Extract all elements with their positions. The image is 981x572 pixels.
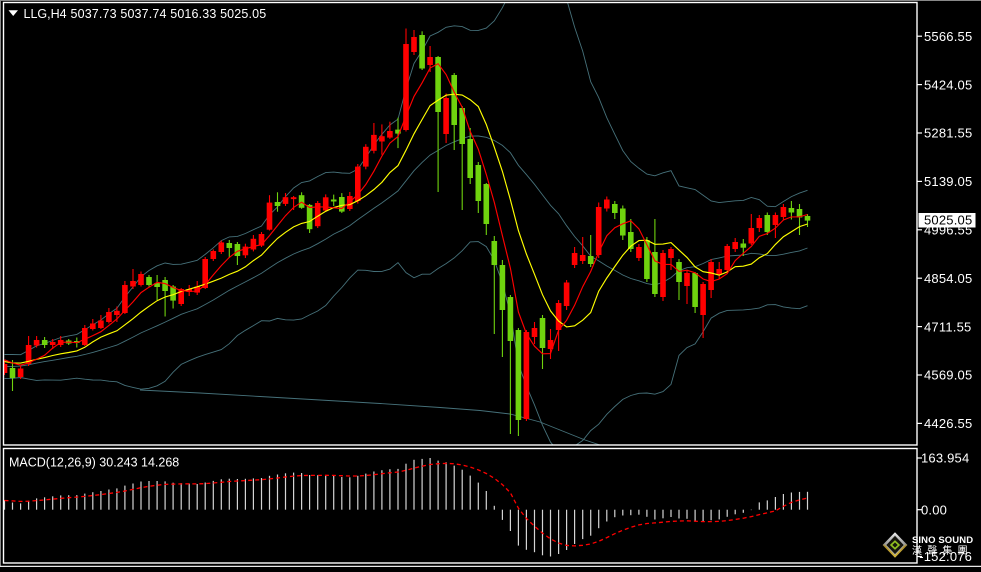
svg-text:5025.05: 5025.05	[924, 213, 972, 228]
svg-text:5281.55: 5281.55	[924, 126, 972, 141]
svg-text:0.00: 0.00	[921, 502, 947, 517]
svg-text:5139.05: 5139.05	[924, 174, 972, 189]
svg-text:5424.05: 5424.05	[924, 77, 972, 92]
svg-text:4569.05: 4569.05	[924, 368, 972, 383]
svg-text:MACD(12,26,9) 30.243 14.268: MACD(12,26,9) 30.243 14.268	[9, 456, 179, 470]
svg-text:4854.05: 4854.05	[924, 271, 972, 286]
svg-text:-152.076: -152.076	[919, 549, 972, 564]
svg-text:5566.55: 5566.55	[924, 29, 972, 44]
svg-text:5037.73 5037.74 5016.33 5025.0: 5037.73 5037.74 5016.33 5025.05	[71, 7, 267, 21]
svg-text:4711.55: 4711.55	[924, 319, 971, 334]
svg-text:163.954: 163.954	[921, 451, 969, 466]
svg-text:LLG,H4: LLG,H4	[24, 7, 67, 21]
svg-text:SINO SOUND: SINO SOUND	[912, 535, 973, 546]
svg-text:4426.55: 4426.55	[924, 416, 972, 431]
svg-text:漢聲集團: 漢聲集團	[912, 544, 973, 557]
